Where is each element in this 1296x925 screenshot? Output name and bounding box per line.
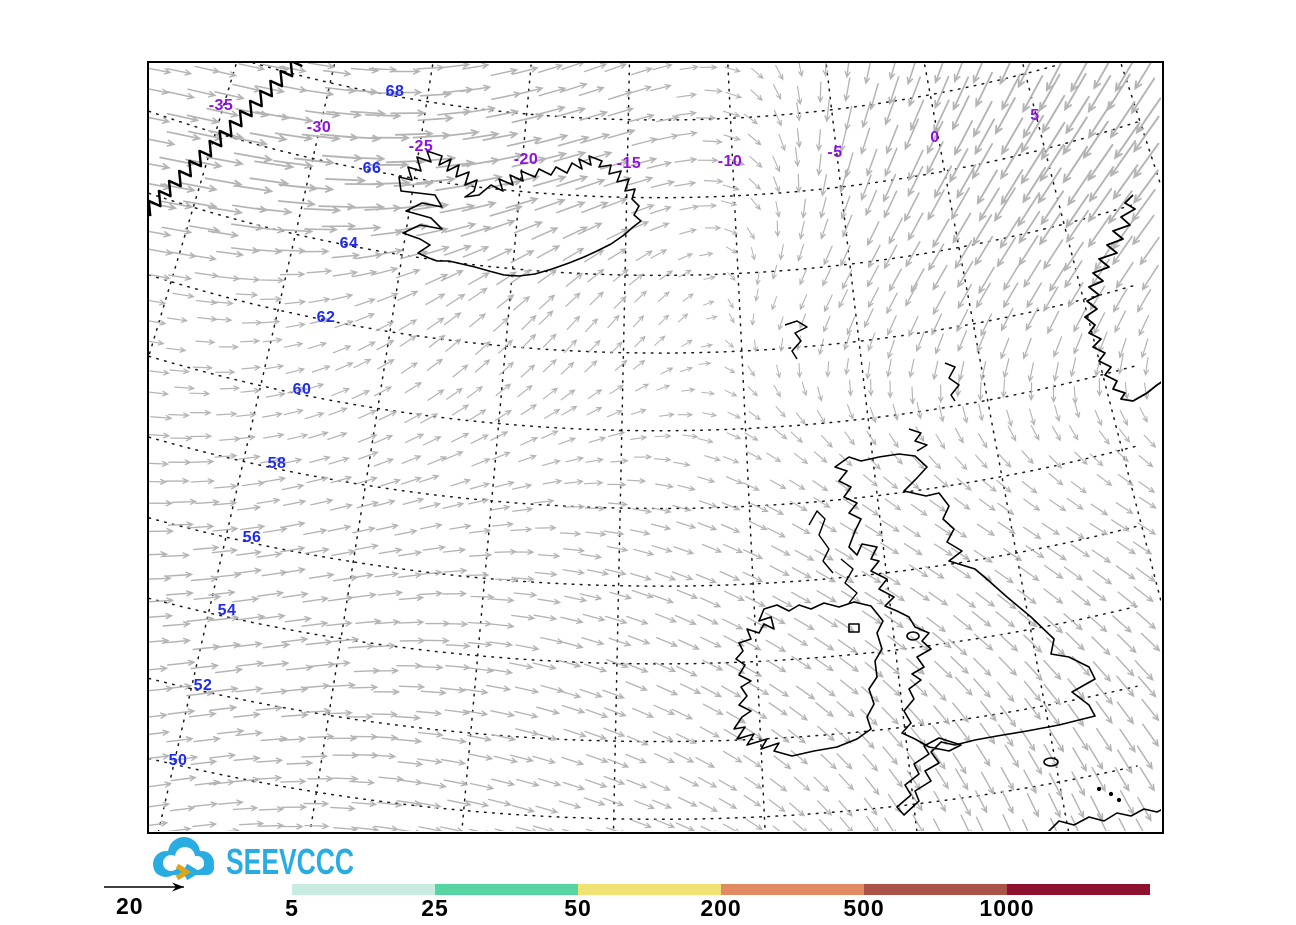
map-canvas: -35 -30 -25 -20 -15 -10 -5 0 5 68 66 64 62 60 58 56 54 52… <box>149 63 1161 831</box>
lat-label: 66 <box>363 160 382 177</box>
lon-label: -5 <box>827 144 842 161</box>
lon-label: -15 <box>617 155 642 172</box>
colorbar-segment-500 <box>864 884 1007 895</box>
map-panel: -35 -30 -25 -20 -15 -10 -5 0 5 68 66 64 62 60 58 56 54 52… <box>147 61 1164 834</box>
colorbar-tick-label: 5 <box>285 895 299 921</box>
lat-label: 50 <box>169 752 188 769</box>
lat-label: 62 <box>317 309 336 326</box>
colorbar-segment-50 <box>578 884 721 895</box>
dust-colorbar <box>292 884 1150 895</box>
seevccc-logo-text: SEEVCCC <box>226 841 354 882</box>
graticule-labels: -35 -30 -25 -20 -15 -10 -5 0 5 68 66 64 62 60 58 56 54 52… <box>169 83 1040 769</box>
graticule <box>149 63 1161 831</box>
lon-label: -20 <box>514 151 539 168</box>
colorbar-segment-200 <box>721 884 864 895</box>
lat-label: 54 <box>218 602 237 619</box>
colorbar-segment-25 <box>435 884 578 895</box>
wind-scale-arrow <box>100 878 196 896</box>
wind-scale-value: 20 <box>116 893 144 919</box>
lon-label: -25 <box>409 138 434 155</box>
colorbar-tick-label: 200 <box>700 895 742 921</box>
lat-label: 64 <box>340 235 359 252</box>
colorbar-tick-label: 500 <box>843 895 885 921</box>
lon-label: -30 <box>307 119 332 136</box>
seevccc-logo-graphic: SEEVCCC <box>153 837 354 882</box>
wind-arrows <box>149 63 1161 831</box>
lon-label: -35 <box>209 97 234 114</box>
lon-label: -10 <box>718 153 743 170</box>
lat-label: 68 <box>386 83 405 100</box>
coastlines <box>149 63 1161 831</box>
cloud-icon <box>153 837 214 881</box>
wind-scale-arrow-graphic <box>104 882 184 892</box>
colorbar-tick-label: 50 <box>564 895 592 921</box>
lat-label: 56 <box>243 529 262 546</box>
seevccc-logo: SEEVCCC <box>146 836 376 886</box>
lon-label: 0 <box>930 129 939 146</box>
lat-label: 58 <box>268 455 287 472</box>
dust-colorbar-labels: 5 25 50 200 500 1000 <box>285 895 1192 923</box>
colorbar-tick-label: 1000 <box>979 895 1035 921</box>
colorbar-segment-1000 <box>1007 884 1150 895</box>
lon-label: 5 <box>1030 107 1039 124</box>
lat-label: 52 <box>194 677 213 694</box>
colorbar-segment-5 <box>292 884 435 895</box>
colorbar-tick-label: 25 <box>421 895 449 921</box>
lat-label: 60 <box>293 381 312 398</box>
